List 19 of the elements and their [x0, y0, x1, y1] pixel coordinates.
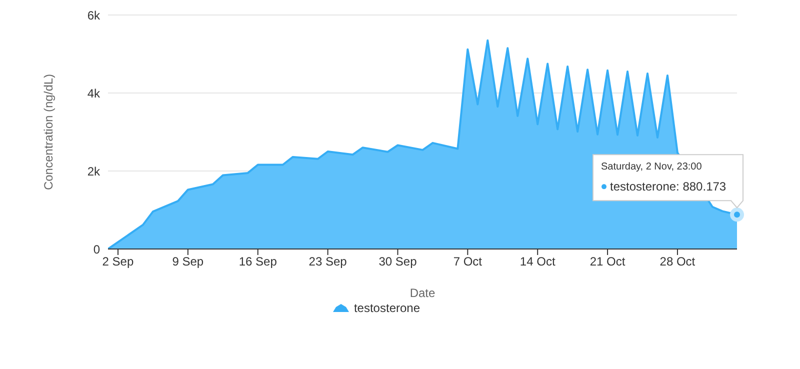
x-tick-label: 2 Sep: [102, 254, 134, 269]
x-tick-label: 21 Oct: [590, 254, 626, 269]
legend-label: testosterone: [352, 301, 420, 315]
x-tick-label: 28 Oct: [660, 254, 696, 269]
y-axis-title: Concentration (ng/dL): [41, 74, 56, 190]
x-tick-label: 16 Sep: [238, 254, 278, 269]
y-tick-label: 4k: [87, 86, 101, 100]
x-tick-label: 9 Sep: [172, 254, 204, 269]
tooltip-box: Saturday, 2 Nov, 23:00 testosterone: 880.173: [592, 154, 744, 208]
y-tick-label: 6k: [87, 8, 101, 22]
x-tick-label: 30 Sep: [378, 254, 418, 269]
annotation: testosterone: 880.173: [610, 180, 726, 194]
annotation: Saturday, 2 Nov, 23:00: [601, 162, 702, 173]
x-tick-label: 7 Oct: [453, 254, 483, 269]
y-tick-label: 0: [93, 242, 100, 256]
y-tick-label: 2k: [87, 164, 101, 178]
x-tick-label: 14 Oct: [520, 254, 556, 269]
x-tick-label: 23 Sep: [308, 254, 348, 269]
x-axis-title: Date: [410, 286, 436, 300]
